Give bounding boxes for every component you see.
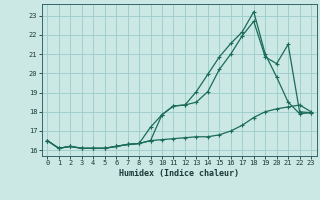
X-axis label: Humidex (Indice chaleur): Humidex (Indice chaleur) [119,169,239,178]
